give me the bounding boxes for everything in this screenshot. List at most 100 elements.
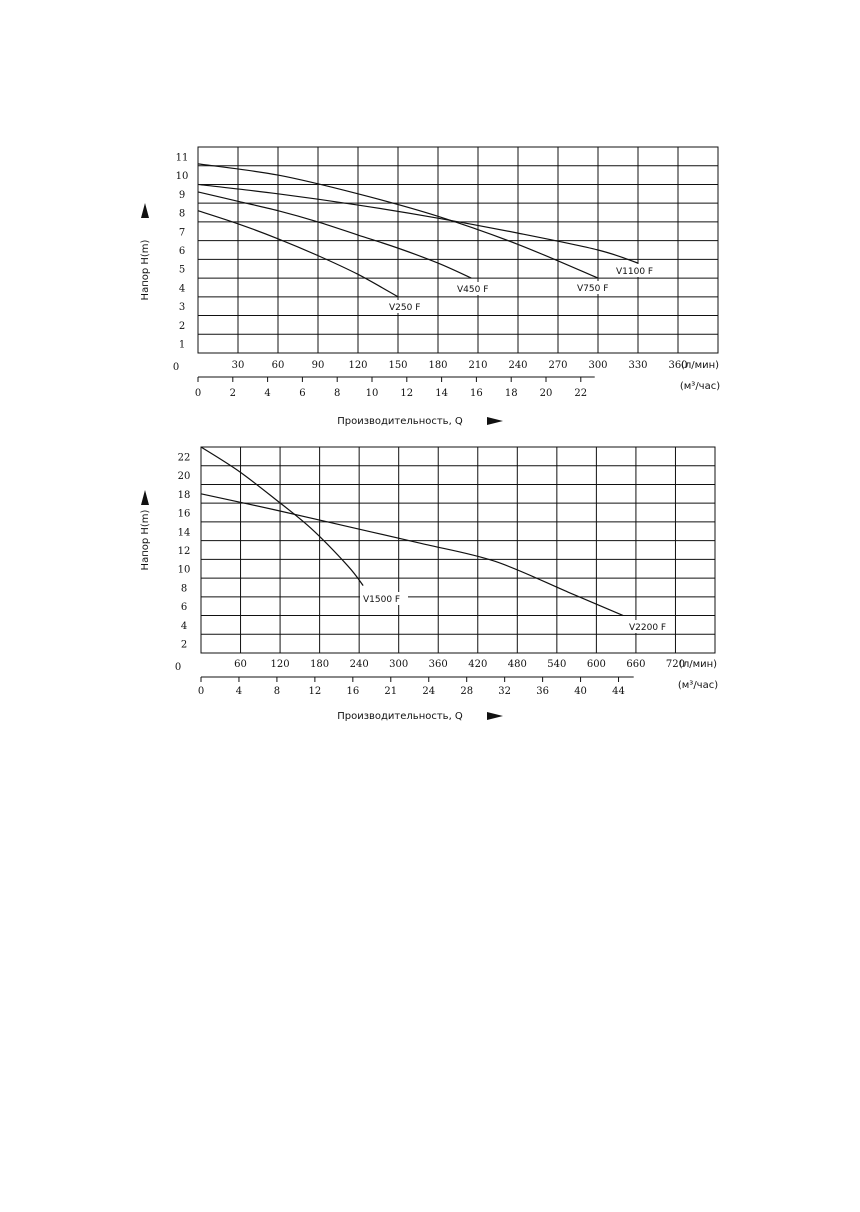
plot-frame: [197, 146, 719, 354]
series-curve-v250-f: [197, 210, 399, 298]
y-tick-label: 14: [178, 527, 191, 538]
series-curve-v450-f: [197, 191, 472, 279]
x-axis-title: Производительность, Q: [337, 711, 463, 722]
y-tick-label: 2: [179, 321, 185, 332]
x2-tick-label: 36: [536, 686, 549, 697]
x-tick-label: 540: [547, 659, 566, 670]
x-tick-label: 420: [468, 659, 487, 670]
x-tick-label: 120: [348, 360, 367, 371]
series-label: V1500 F: [363, 595, 400, 605]
y-tick-label: 2: [181, 640, 187, 651]
y-tick-label: 7: [179, 227, 185, 238]
y-tick-label: 10: [176, 171, 189, 182]
y-axis-arrow-icon: [141, 203, 149, 218]
x-tick-label: 180: [428, 360, 447, 371]
series-label: V750 F: [577, 284, 608, 294]
x-tick-label: 330: [628, 360, 647, 371]
x-tick-label: 60: [234, 659, 247, 670]
y-axis-arrow-icon: [141, 490, 149, 505]
y-tick-label: 9: [179, 190, 185, 201]
series-curve-v750-f: [197, 163, 599, 279]
y-tick-label: 12: [178, 546, 191, 557]
x-tick-label: 660: [626, 659, 645, 670]
x-axis-arrow-icon: [487, 712, 503, 720]
x-tick-label: 360: [668, 360, 687, 371]
y-tick-label: 3: [179, 302, 185, 313]
x2-tick-label: 6: [299, 388, 305, 399]
series-label: V450 F: [457, 285, 488, 295]
x2-tick-label: 16: [346, 686, 359, 697]
x-tick-label: 60: [272, 360, 285, 371]
series-label-bg: [574, 281, 616, 294]
series-label: V2200 F: [629, 623, 666, 633]
x-tick-label: 120: [271, 659, 290, 670]
x2-tick-label: 10: [366, 388, 379, 399]
x-tick-label: 360: [429, 659, 448, 670]
x2-unit-label: (м³/час): [678, 680, 718, 691]
x-unit-label: (л/мин): [681, 360, 719, 371]
series-label-bg: [454, 282, 496, 295]
x-tick-label: 240: [508, 360, 527, 371]
x2-tick-label: 28: [460, 686, 473, 697]
y-tick-label: 4: [181, 621, 187, 632]
series-label: V250 F: [389, 303, 420, 313]
series-label: V1100 F: [616, 267, 653, 277]
x2-tick-label: 32: [498, 686, 511, 697]
x2-tick-label: 20: [540, 388, 553, 399]
x2-tick-label: 21: [384, 686, 397, 697]
x-tick-label: 90: [312, 360, 325, 371]
y-tick-label: 6: [181, 602, 187, 613]
series-curve-v2200-f: [200, 493, 624, 617]
y-tick-label: 10: [178, 565, 191, 576]
series-curve-v1500-f: [200, 446, 364, 586]
x-axis-title: Производительность, Q: [337, 416, 463, 427]
y-tick-label: 16: [178, 509, 191, 520]
x-tick-label: 300: [389, 659, 408, 670]
x2-tick-label: 8: [274, 686, 280, 697]
y-axis-title: Напор H(m): [140, 509, 151, 570]
y-zero-label: 0: [173, 362, 179, 373]
x2-tick-label: 4: [236, 686, 242, 697]
x-axis-arrow-icon: [487, 417, 503, 425]
series-label-bg: [386, 300, 428, 313]
series-label-bg: [360, 592, 408, 605]
series-label-bg: [626, 620, 674, 633]
x-tick-label: 210: [468, 360, 487, 371]
x2-tick-label: 0: [198, 686, 204, 697]
series-label-bg: [613, 264, 661, 277]
plot-frame: [200, 446, 716, 654]
x2-tick-label: 12: [400, 388, 413, 399]
x-tick-label: 480: [508, 659, 527, 670]
x-tick-label: 600: [587, 659, 606, 670]
x2-unit-label: (м³/час): [680, 381, 720, 392]
x-tick-label: 720: [666, 659, 685, 670]
x2-tick-label: 14: [435, 388, 448, 399]
x2-tick-label: 4: [264, 388, 270, 399]
y-tick-label: 1: [179, 340, 185, 351]
x-tick-label: 240: [350, 659, 369, 670]
x2-tick-label: 40: [574, 686, 587, 697]
y-tick-label: 20: [178, 471, 191, 482]
x2-tick-label: 16: [470, 388, 483, 399]
y-tick-label: 8: [179, 209, 185, 220]
x-tick-label: 270: [548, 360, 567, 371]
y-tick-label: 11: [176, 152, 189, 163]
x-tick-label: 180: [310, 659, 329, 670]
y-axis-title: Напор H(m): [140, 239, 151, 300]
y-tick-label: 4: [179, 283, 185, 294]
x-tick-label: 300: [588, 360, 607, 371]
x2-tick-label: 44: [612, 686, 625, 697]
x-tick-label: 30: [232, 360, 245, 371]
x-tick-label: 150: [388, 360, 407, 371]
x2-tick-label: 22: [574, 388, 587, 399]
y-tick-label: 18: [178, 490, 191, 501]
x2-tick-label: 8: [334, 388, 340, 399]
x2-tick-label: 2: [230, 388, 236, 399]
y-tick-label: 8: [181, 583, 187, 594]
x2-tick-label: 0: [195, 388, 201, 399]
x2-tick-label: 18: [505, 388, 518, 399]
y-zero-label: 0: [175, 662, 181, 673]
